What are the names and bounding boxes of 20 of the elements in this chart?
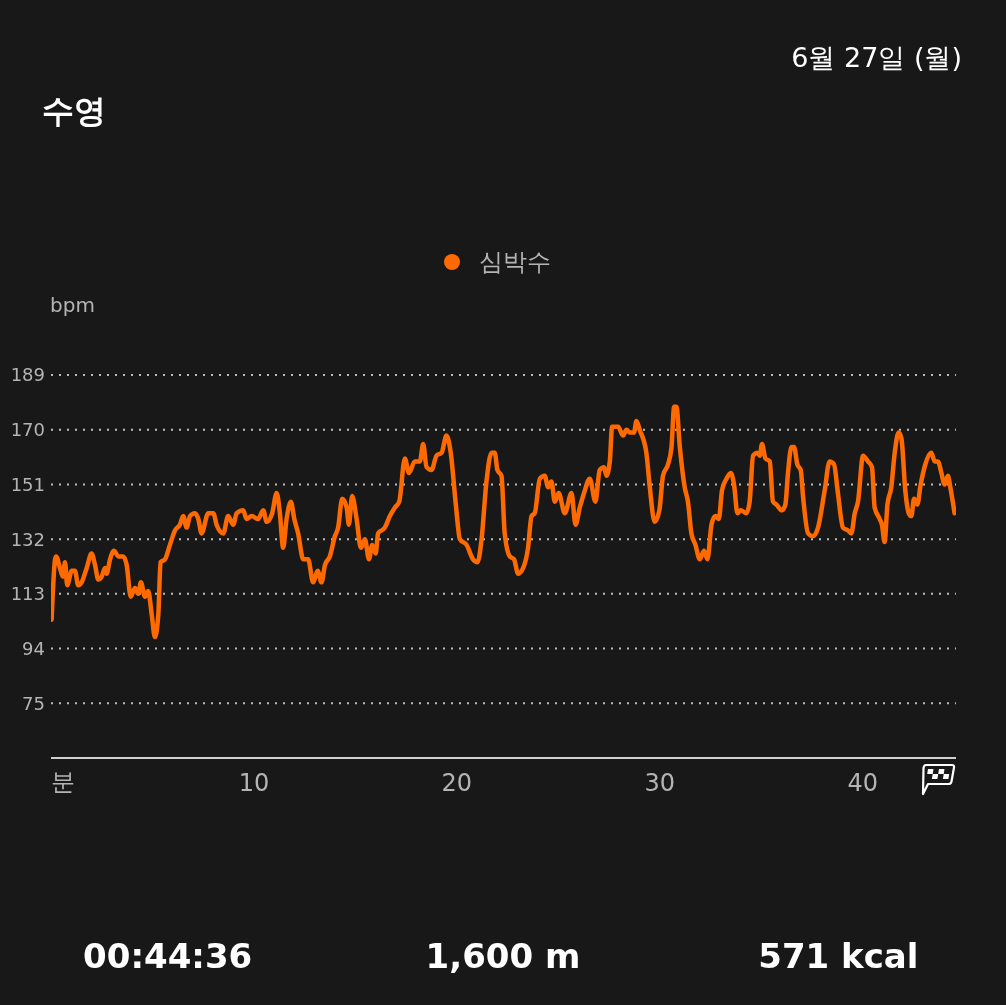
- text: 1,600 m: [424, 936, 582, 976]
- x-tick-label: 30: [644, 769, 676, 797]
- y-tick-label: 170: [10, 419, 45, 441]
- text: 571 kcal: [757, 936, 920, 976]
- y-tick-label: 113: [10, 583, 45, 605]
- y-tick-label: 75: [22, 692, 45, 714]
- x-tick-label: 40: [847, 769, 878, 797]
- chart-title: 수영: [42, 91, 106, 132]
- x-tick-label: 20: [441, 769, 473, 797]
- y-axis-title: bpm: [50, 293, 95, 317]
- y-tick-label: 151: [10, 473, 45, 495]
- y-tick-label: 189: [10, 364, 45, 386]
- line-series: [51, 404, 956, 640]
- x-tick-label: 10: [238, 769, 270, 797]
- y-tick-label: 94: [22, 638, 45, 660]
- x-axis-title: 분: [51, 767, 75, 798]
- text: 00:44:36: [82, 936, 254, 976]
- legend-label: 심박수: [479, 247, 551, 278]
- y-tick-label: 132: [10, 528, 45, 550]
- chart-subtitle: 6월 27일 (월): [791, 41, 962, 75]
